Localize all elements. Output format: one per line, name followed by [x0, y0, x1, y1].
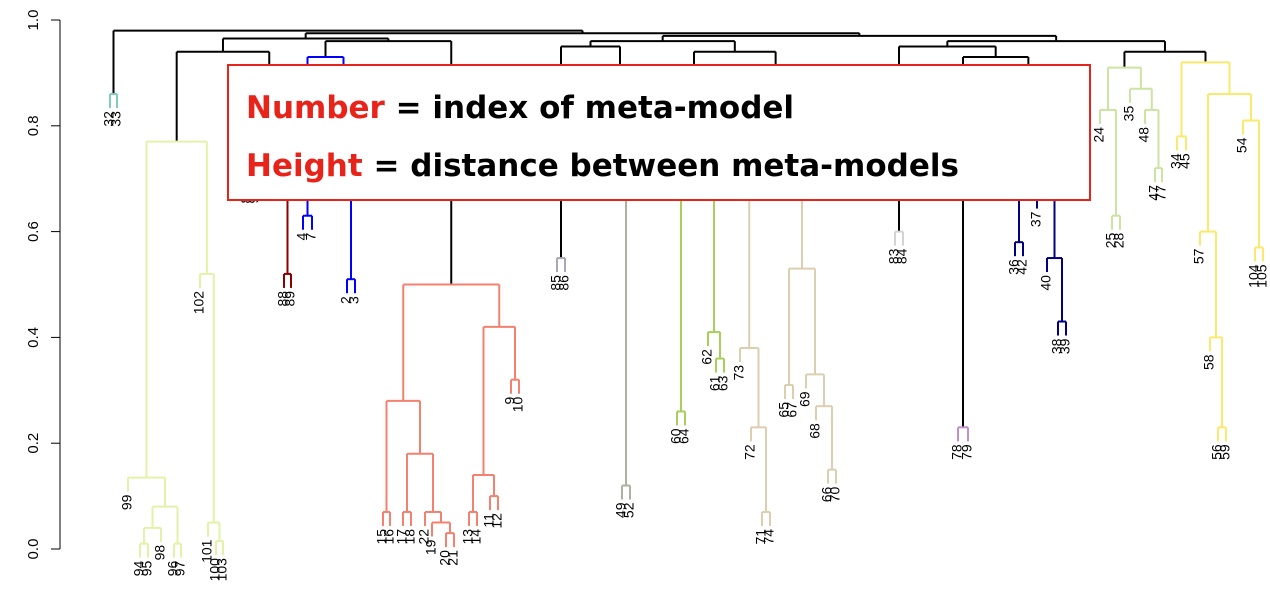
- leaf-label: 21: [445, 550, 461, 566]
- leaf-label: 58: [1201, 354, 1217, 370]
- leaf-label: 74: [761, 529, 777, 545]
- leaf-label: 34: [1168, 153, 1184, 169]
- leaf-label: 16: [381, 529, 397, 545]
- y-tick-label: 0.4: [25, 327, 42, 348]
- leaf-label: 14: [468, 529, 484, 545]
- leaf-label: 32: [101, 111, 117, 127]
- leaf-label: 73: [731, 365, 747, 381]
- dendrogram: 3233999495989697102101100103898889471231…: [101, 29, 1270, 582]
- leaf-label: 24: [1091, 127, 1107, 143]
- leaf-label: 35: [1121, 106, 1137, 122]
- leaf-label: 102: [191, 291, 207, 315]
- annotation-text: = index of meta-model: [396, 90, 794, 126]
- leaf-label: 99: [119, 494, 135, 510]
- leaf-label: 37: [1028, 211, 1044, 227]
- leaf-label: 95: [139, 561, 155, 577]
- leaf-label: 72: [742, 444, 758, 460]
- y-tick-label: 0.8: [25, 115, 42, 136]
- leaf-label: 54: [1234, 137, 1250, 153]
- leaf-label: 48: [1136, 127, 1152, 143]
- leaf-label: 83: [886, 248, 902, 264]
- leaf-label: 7: [303, 233, 319, 241]
- leaf-label: 70: [827, 486, 843, 502]
- leaf-label: 13: [460, 529, 476, 545]
- leaf-label: 17: [394, 529, 410, 545]
- leaf-label: 88: [275, 291, 291, 307]
- leaf-label: 65: [776, 402, 792, 418]
- leaf-label: 25: [1103, 233, 1119, 249]
- y-tick-label: 0.2: [25, 433, 42, 454]
- leaf-label: 33: [108, 111, 124, 127]
- leaf-label: 97: [172, 561, 188, 577]
- leaf-label: 40: [1038, 275, 1054, 291]
- leaf-label: 49: [613, 502, 629, 518]
- annotation-term: Height: [246, 148, 363, 184]
- leaf-label: 69: [797, 391, 813, 407]
- leaf-label: 45: [1177, 153, 1193, 169]
- leaf-label: 89: [282, 291, 298, 307]
- leaf-label: 59: [1217, 444, 1233, 460]
- leaf-label: 68: [807, 423, 823, 439]
- leaf-label: 60: [668, 428, 684, 444]
- annotation-line: Height = distance between meta-models: [246, 148, 959, 184]
- leaf-label: 10: [510, 397, 526, 413]
- leaf-label: 100: [207, 558, 223, 582]
- y-axis: 0.0 0.2 0.4 0.6 0.8 1.0: [25, 10, 61, 560]
- leaf-label: 20: [437, 550, 453, 566]
- y-tick-label: 0.0: [25, 539, 42, 560]
- leaf-label: 85: [548, 275, 564, 291]
- leaf-label: 56: [1209, 444, 1225, 460]
- leaf-label: 79: [959, 444, 975, 460]
- leaf-label: 28: [1111, 233, 1127, 249]
- leaf-label: 77: [1153, 185, 1169, 201]
- leaf-label: 71: [753, 529, 769, 545]
- leaf-label: 3: [346, 296, 362, 304]
- leaf-label: 52: [621, 502, 637, 518]
- leaf-label: 66: [819, 486, 835, 502]
- leaf-label: 84: [894, 248, 910, 264]
- leaf-label: 9: [502, 397, 518, 405]
- leaf-label: 98: [152, 545, 168, 561]
- leaf-label: 96: [165, 561, 181, 577]
- leaf-label: 42: [1014, 259, 1030, 275]
- leaf-label: 105: [1254, 264, 1270, 288]
- annotation-term: Number: [246, 90, 386, 126]
- leaf-label: 36: [1006, 259, 1022, 275]
- y-tick-label: 1.0: [25, 10, 42, 31]
- leaf-label: 39: [1057, 338, 1073, 354]
- annotation-text: = distance between meta-models: [373, 148, 958, 184]
- annotation-line: Number = index of meta-model: [246, 90, 794, 126]
- leaf-label: 47: [1146, 185, 1162, 201]
- leaf-label: 11: [481, 513, 497, 528]
- leaf-label: 64: [676, 428, 692, 444]
- leaf-label: 22: [416, 529, 432, 545]
- leaf-label: 78: [949, 444, 965, 460]
- leaf-label: 63: [715, 375, 731, 391]
- leaf-label: 61: [707, 375, 723, 391]
- leaf-label: 101: [199, 539, 215, 563]
- annotation-box: [227, 64, 1091, 201]
- leaf-label: 19: [423, 539, 439, 555]
- leaf-label: 103: [214, 558, 230, 582]
- leaf-label: 2: [338, 296, 354, 304]
- leaf-label: 86: [556, 275, 572, 291]
- leaf-label: 67: [784, 402, 800, 418]
- leaf-label: 12: [489, 513, 505, 529]
- leaf-label: 62: [699, 349, 715, 365]
- leaf-label: 38: [1049, 338, 1065, 354]
- y-tick-label: 0.6: [25, 221, 42, 242]
- leaf-label: 94: [131, 561, 147, 577]
- leaf-label: 57: [1191, 248, 1207, 264]
- leaf-label: 15: [374, 529, 390, 545]
- leaf-label: 18: [402, 529, 418, 545]
- leaf-label: 104: [1246, 264, 1262, 288]
- leaf-label: 4: [294, 233, 310, 241]
